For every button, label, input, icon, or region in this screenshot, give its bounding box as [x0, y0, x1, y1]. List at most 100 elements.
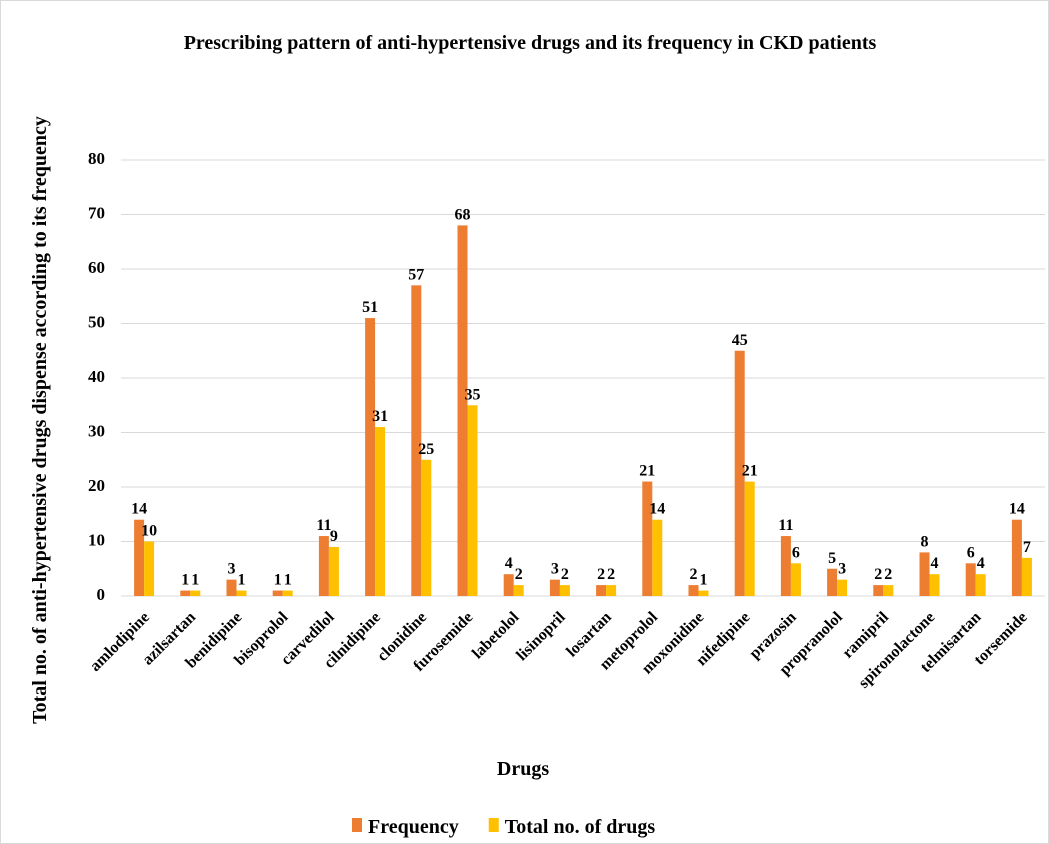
bar: [421, 459, 432, 596]
data-label: 14: [131, 501, 147, 518]
data-label: 1: [274, 572, 282, 589]
y-tick-label: 30: [88, 421, 105, 440]
bar: [975, 574, 986, 596]
data-label: 3: [551, 561, 559, 578]
data-label: 2: [515, 566, 523, 583]
bar: [919, 552, 930, 596]
data-label: 5: [828, 550, 836, 567]
data-label: 2: [607, 566, 615, 583]
bar: [411, 285, 422, 596]
data-label: 25: [418, 441, 434, 458]
data-label: 6: [792, 544, 800, 561]
data-label: 3: [228, 561, 236, 578]
data-label: 10: [141, 523, 157, 540]
bar: [873, 585, 884, 596]
data-label: 14: [1009, 501, 1025, 518]
bar: [790, 563, 801, 596]
bar: [467, 405, 478, 596]
data-label: 1: [284, 572, 292, 589]
bar: [559, 585, 570, 596]
bar: [837, 579, 848, 596]
x-axis-label: Drugs: [497, 758, 549, 780]
data-label: 51: [362, 299, 378, 316]
bar: [549, 579, 560, 596]
bar: [365, 318, 376, 596]
bar: [1021, 557, 1032, 596]
bar: [457, 225, 468, 596]
bar: [318, 536, 329, 596]
y-tick-label: 10: [88, 530, 105, 549]
data-label: 6: [967, 544, 975, 561]
legend-label: Frequency: [368, 816, 459, 838]
bar: [282, 590, 293, 596]
bar: [652, 519, 663, 596]
legend-swatch: [488, 818, 499, 832]
data-label: 57: [408, 266, 424, 283]
bar: [144, 541, 155, 596]
data-label: 45: [732, 332, 748, 349]
y-tick-label: 80: [88, 149, 105, 168]
bar: [503, 574, 514, 596]
bar: [827, 568, 838, 596]
data-label: 68: [455, 206, 471, 223]
data-label: 1: [700, 572, 708, 589]
bar: [642, 481, 653, 596]
data-label: 21: [742, 463, 758, 480]
y-tick-label: 50: [88, 312, 105, 331]
data-label: 1: [191, 572, 199, 589]
data-label: 11: [778, 517, 793, 534]
bar: [328, 546, 339, 596]
data-label: 31: [372, 408, 388, 425]
bar: [606, 585, 617, 596]
chart-title: Prescribing pattern of anti-hypertensive…: [183, 32, 877, 54]
legend-swatch: [352, 818, 362, 832]
data-label: 14: [649, 501, 665, 518]
bar: [180, 590, 191, 596]
data-label: 35: [465, 386, 481, 403]
data-label: 1: [181, 572, 189, 589]
data-label: 1: [238, 572, 246, 589]
legend-label: Total no. of drugs: [505, 816, 656, 838]
bar: [688, 585, 699, 596]
bar: [236, 590, 247, 596]
data-label: 2: [597, 566, 605, 583]
data-label: 2: [561, 566, 569, 583]
bar: [883, 585, 894, 596]
data-label: 8: [921, 533, 929, 550]
bar: [375, 427, 386, 596]
bar: [744, 481, 755, 596]
bar: [965, 563, 976, 596]
bar: [698, 590, 709, 596]
data-label: 7: [1023, 539, 1031, 556]
bar: [134, 519, 145, 596]
data-label: 4: [977, 555, 985, 572]
y-tick-label: 70: [88, 203, 105, 222]
data-label: 3: [838, 561, 846, 578]
data-label: 2: [690, 566, 698, 583]
data-label: 21: [639, 463, 655, 480]
bar: [596, 585, 607, 596]
x-tick-label: amlodipine: [87, 609, 153, 675]
y-axis-label: Total no. of anti-hypertensive drugs dis…: [29, 116, 51, 724]
data-label: 11: [316, 517, 331, 534]
data-label: 4: [931, 555, 939, 572]
data-label: 2: [884, 566, 892, 583]
y-tick-label: 60: [88, 258, 105, 277]
x-tick-label: lisinopril: [513, 608, 569, 664]
bar: [780, 536, 791, 596]
data-label: 2: [874, 566, 882, 583]
bar: [513, 585, 524, 596]
bar: [1011, 519, 1022, 596]
y-tick-label: 20: [88, 476, 105, 495]
bar: [226, 579, 237, 596]
bar: [929, 574, 940, 596]
bar: [190, 590, 201, 596]
bar: [734, 350, 745, 596]
y-tick-label: 40: [88, 367, 105, 386]
y-tick-label: 0: [97, 585, 106, 604]
data-label: 9: [330, 528, 338, 545]
data-label: 4: [505, 555, 513, 572]
